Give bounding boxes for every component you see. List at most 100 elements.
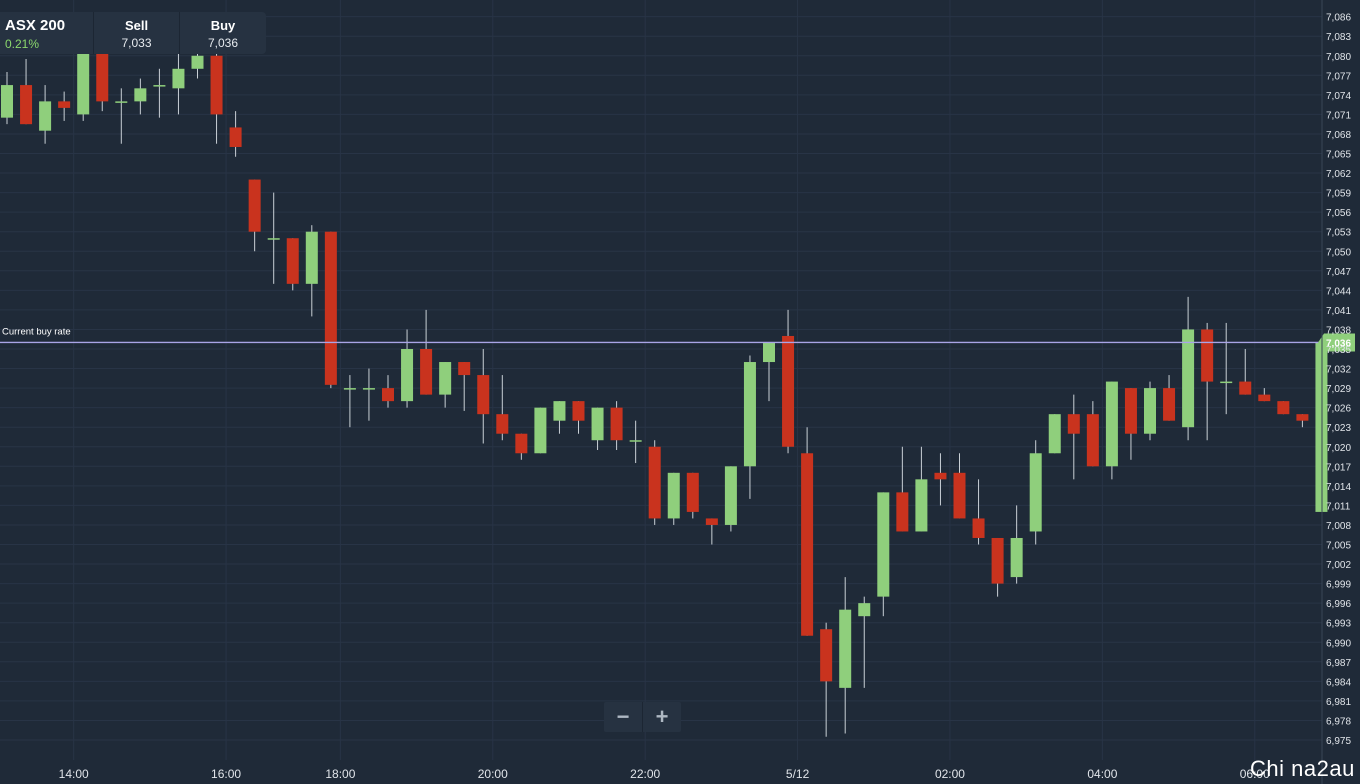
candle [763, 342, 775, 402]
candle-body [534, 407, 547, 454]
candle-body [477, 375, 490, 415]
current-rate-marker [1318, 333, 1355, 352]
candles [1, 42, 1328, 737]
y-tick-label: 7,059 [1326, 189, 1351, 200]
candle [858, 596, 871, 688]
candle-body [248, 179, 261, 232]
candle-body [305, 231, 318, 284]
candle [77, 42, 90, 121]
sell-price: 7,033 [121, 36, 152, 50]
candle-body [1315, 342, 1328, 512]
x-tick-label: 18:00 [325, 767, 355, 781]
candle-body [686, 472, 699, 512]
candle [1258, 388, 1271, 402]
y-tick-label: 7,002 [1326, 560, 1351, 571]
candle-body [705, 518, 718, 525]
candle [1239, 349, 1252, 395]
candle-body [1163, 388, 1176, 421]
candle [820, 622, 833, 737]
candle [972, 479, 985, 545]
candle [1163, 375, 1176, 421]
candle-body [1086, 414, 1099, 467]
candle [877, 492, 890, 617]
candle [248, 179, 261, 252]
candle-body [458, 362, 471, 376]
candle-body [1067, 414, 1080, 434]
watermark: Chi na2au [1250, 756, 1355, 781]
candle [401, 329, 414, 408]
y-tick-label: 7,062 [1326, 169, 1351, 180]
candle-body [1296, 414, 1309, 421]
y-tick-label: 7,020 [1326, 443, 1351, 454]
buy-button[interactable]: Buy 7,036 [180, 12, 266, 54]
candle-body [172, 68, 185, 89]
candle [515, 433, 528, 460]
candle-body [1201, 329, 1214, 382]
current-rate-value: 7,036 [1326, 338, 1351, 349]
current-rate-layer: Current buy rate 7,036 [0, 326, 1355, 352]
candle [96, 42, 109, 112]
candle-body [20, 85, 33, 125]
candle [343, 375, 356, 428]
candle-body [1277, 401, 1290, 415]
zoom-in-button[interactable]: + [642, 702, 681, 732]
candle [1144, 381, 1156, 441]
y-tick-label: 7,032 [1326, 365, 1351, 376]
buy-label: Buy [210, 18, 236, 33]
y-tick-label: 7,044 [1326, 286, 1351, 297]
x-tick-label: 16:00 [211, 767, 241, 781]
candle [267, 192, 280, 284]
candle [305, 225, 318, 317]
candle-body [267, 238, 280, 240]
candle-body [191, 55, 204, 69]
candle [1048, 414, 1061, 454]
candle [705, 518, 718, 545]
candle-body [210, 55, 223, 115]
candle-body [782, 335, 795, 447]
y-tick-label: 7,017 [1326, 462, 1351, 473]
candle-body [820, 629, 833, 682]
zoom-out-button[interactable]: − [616, 704, 630, 729]
candle-body [115, 101, 128, 103]
candle [1201, 322, 1214, 441]
y-tick-label: 7,026 [1326, 404, 1351, 415]
candle [553, 401, 566, 434]
candle [934, 453, 947, 506]
candle [477, 349, 490, 444]
x-axis: 14:00 16:00 18:00 20:00 22:00 5/12 02:00 04:00 0… [59, 767, 1270, 781]
candle [648, 440, 661, 525]
candle [991, 537, 1004, 597]
candle-body [839, 609, 852, 688]
x-tick-label: 20:00 [478, 767, 508, 781]
y-tick-label: 6,990 [1326, 638, 1351, 649]
y-tick-label: 7,050 [1326, 247, 1351, 258]
instrument-name: ASX 200 [5, 17, 66, 34]
candle [1315, 342, 1328, 512]
candle-body [648, 446, 661, 519]
candle [667, 472, 680, 525]
y-tick-label: 7,053 [1326, 228, 1351, 239]
x-tick-label: 06:00 [1240, 767, 1270, 781]
y-tick-label: 7,014 [1326, 482, 1351, 493]
candle-body [724, 466, 737, 525]
y-tick-label: 7,074 [1326, 91, 1351, 102]
candle [534, 407, 547, 454]
y-tick-label: 7,038 [1326, 325, 1351, 336]
candle-body [1220, 381, 1233, 384]
instrument-change: 0.21% [5, 37, 40, 51]
candle-body [343, 388, 356, 390]
candle-body [591, 407, 604, 441]
y-tick-label: 7,056 [1326, 208, 1351, 219]
candle [1, 72, 13, 125]
sell-button[interactable]: Sell 7,033 [94, 12, 180, 54]
candle [1296, 414, 1309, 428]
candle [629, 420, 642, 464]
candle-body [991, 537, 1004, 584]
candle [1277, 401, 1290, 415]
candle [801, 427, 814, 636]
y-tick-label: 7,035 [1326, 345, 1351, 356]
y-tick-label: 7,077 [1326, 71, 1351, 82]
candle [172, 49, 185, 115]
instrument-panel: ASX 200 0.21% Sell 7,033 Buy 7,036 [0, 12, 266, 54]
